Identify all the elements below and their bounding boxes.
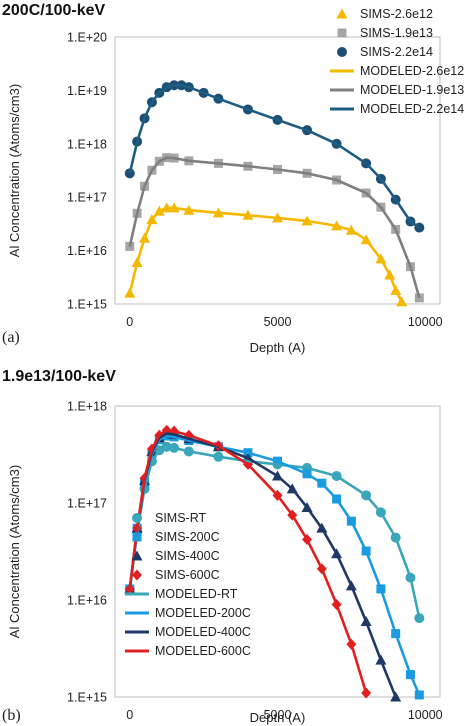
legend-marker [337, 28, 347, 38]
legend-marker [132, 532, 142, 542]
y-tick-label: 1.E+16 [67, 594, 107, 608]
data-point [414, 690, 424, 700]
legend-marker [131, 550, 143, 561]
legend: SIMS-2.6e12 SIMS-1.9e13 SIMS-2.2e14 MODELED… [330, 7, 464, 116]
series-line-modeled-2.2e14 [128, 83, 421, 229]
legend-label: MODELED-RT [155, 587, 238, 601]
y-axis-label: Al Concentration (Atoms/cm3) [7, 84, 22, 257]
legend-label: MODELED-400C [155, 625, 251, 639]
panel-label: (b) [2, 707, 21, 724]
data-point [124, 168, 135, 179]
x-axis-label: Depth (A) [250, 340, 306, 355]
x-tick-label: 5000 [264, 708, 292, 722]
y-tick-label: 1.E+15 [67, 298, 107, 312]
y-tick-label: 1.E+17 [67, 497, 107, 511]
plot-area [114, 36, 441, 305]
series-line-modeled-1.9e13 [128, 156, 421, 299]
chart-panel-a: 200C/100-keV (a) 1.E+15 1.E+16 1.E+17 1.E+18 1… [2, 2, 464, 355]
legend-label: MODELED-2.2e14 [360, 102, 464, 116]
legend-label: SIMS-1.9e13 [360, 26, 433, 40]
legend-label: SIMS-2.6e12 [360, 7, 433, 21]
y-axis-label: Al Concentration (Atoms/cm3) [7, 465, 22, 638]
y-tick-label: 1.E+15 [67, 691, 107, 705]
legend-label: SIMS-600C [155, 568, 220, 582]
y-tick-label: 1.E+19 [67, 84, 107, 98]
legend-label: SIMS-200C [155, 530, 220, 544]
chart-title: 200C/100-keV [2, 2, 106, 19]
legend-label: SIMS-400C [155, 549, 220, 563]
legend-label: SIMS-RT [155, 511, 207, 525]
x-tick-label: 10000 [408, 708, 443, 722]
x-tick-label: 0 [126, 315, 133, 329]
plot-area [114, 405, 441, 698]
x-tick-label: 0 [126, 708, 133, 722]
legend-label: MODELED-2.6e12 [360, 64, 464, 78]
legend-label: MODELED-1.9e13 [360, 83, 464, 97]
legend-label: SIMS-2.2e14 [360, 45, 433, 59]
legend-label: MODELED-600C [155, 644, 251, 658]
chart-panel-b: 1.9e13/100-keV (b) 1.E+15 1.E+16 1.E+17 1.E+1… [2, 368, 443, 725]
legend-marker [337, 47, 347, 57]
data-point [414, 613, 425, 624]
legend-marker [132, 569, 142, 581]
legend: SIMS-RT SIMS-200C SIMS-400C SIMS-600C MODELE… [125, 511, 251, 658]
series-line-modeled-2.6e12 [128, 206, 403, 303]
y-tick-label: 1.E+18 [67, 137, 107, 151]
x-tick-label: 10000 [408, 315, 443, 329]
series-line-modeled-rt [128, 445, 421, 619]
legend-marker [132, 513, 142, 523]
legend-label: MODELED-200C [155, 606, 251, 620]
y-tick-label: 1.E+16 [67, 244, 107, 258]
panel-label: (a) [2, 329, 20, 346]
series-line-modeled-600c [128, 429, 368, 694]
data-point [414, 293, 424, 303]
y-tick-label: 1.E+18 [67, 400, 107, 414]
x-axis-label: Depth (A) [250, 710, 306, 725]
chart-title: 1.9e13/100-keV [2, 368, 116, 385]
x-tick-label: 5000 [264, 315, 292, 329]
data-point [124, 583, 135, 595]
legend-marker [336, 8, 348, 19]
y-tick-label: 1.E+17 [67, 191, 107, 205]
y-tick-label: 1.E+20 [67, 31, 107, 45]
